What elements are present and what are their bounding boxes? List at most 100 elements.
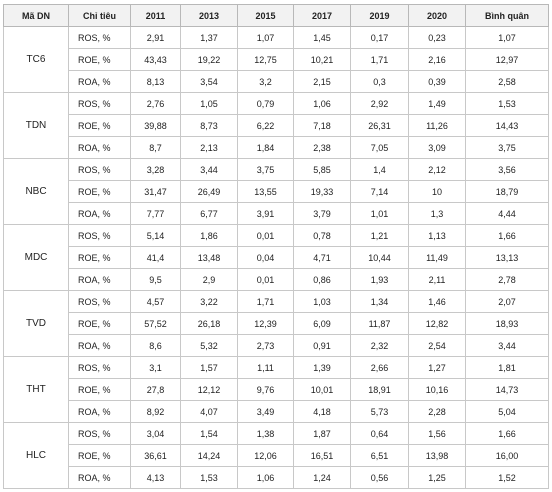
- company-cell: TC6: [3, 26, 69, 93]
- value-cell: 31,47: [130, 180, 181, 203]
- value-cell: 0,01: [237, 268, 294, 291]
- value-cell: 7,14: [350, 180, 409, 203]
- value-cell: 3,79: [293, 202, 351, 225]
- value-cell: 3,44: [465, 334, 549, 357]
- value-cell: 41,4: [130, 246, 181, 269]
- value-cell: 14,73: [465, 378, 549, 401]
- data-row: ROE, % 27,8 12,12 9,76 10,01 18,91 10,16 14,73: [4, 378, 549, 401]
- value-cell: 5,04: [465, 400, 549, 423]
- value-cell: 2,91: [130, 26, 181, 49]
- value-cell: 2,13: [180, 136, 238, 159]
- metric-cell: ROE, %: [68, 444, 131, 467]
- value-cell: 1,37: [180, 26, 238, 49]
- value-cell: 0,23: [408, 26, 466, 49]
- header-cell: 2020: [408, 4, 466, 27]
- value-cell: 3,28: [130, 158, 181, 181]
- value-cell: 1,54: [180, 422, 238, 445]
- header-cell: Mã DN: [3, 4, 69, 27]
- value-cell: 26,18: [180, 312, 238, 335]
- value-cell: 1,66: [465, 224, 549, 247]
- value-cell: 1,49: [408, 92, 466, 115]
- metric-cell: ROE, %: [68, 246, 131, 269]
- value-cell: 2,12: [408, 158, 466, 181]
- value-cell: 7,05: [350, 136, 409, 159]
- ratio-table: Mã DN Chỉ tiêu 2011 2013 2015 2017 2019 2020 Bìn…: [3, 4, 549, 489]
- data-row: THT ROS, % 3,1 1,57 1,11 1,39 2,66 1,27 1,81: [3, 356, 549, 423]
- value-cell: 1,07: [237, 26, 294, 49]
- value-cell: 12,75: [237, 48, 294, 71]
- value-cell: 1,21: [350, 224, 409, 247]
- value-cell: 1,01: [350, 202, 409, 225]
- value-cell: 26,49: [180, 180, 238, 203]
- value-cell: 0,86: [293, 268, 351, 291]
- value-cell: 2,92: [350, 92, 409, 115]
- value-cell: 7,77: [130, 202, 181, 225]
- value-cell: 14,43: [465, 114, 549, 137]
- value-cell: 10,21: [293, 48, 351, 71]
- value-cell: 1,27: [408, 356, 466, 379]
- value-cell: 1,71: [237, 290, 294, 313]
- data-row: ROE, % 43,43 19,22 12,75 10,21 1,71 2,16 12,97: [4, 48, 549, 71]
- value-cell: 1,46: [408, 290, 466, 313]
- value-cell: 10: [408, 180, 466, 203]
- value-cell: 2,07: [465, 290, 549, 313]
- value-cell: 8,13: [130, 70, 181, 93]
- metric-cell: ROA, %: [68, 136, 131, 159]
- value-cell: 3,1: [130, 356, 181, 379]
- value-cell: 2,28: [408, 400, 466, 423]
- data-row: ROA, % 8,92 4,07 3,49 4,18 5,73 2,28 5,04: [4, 400, 549, 423]
- data-row: TC6 ROS, % 2,91 1,37 1,07 1,45 0,17 0,23 1,07: [3, 26, 549, 93]
- value-cell: 7,18: [293, 114, 351, 137]
- data-row: ROA, % 8,13 3,54 3,2 2,15 0,3 0,39 2,58: [4, 70, 549, 93]
- data-row: ROE, % 31,47 26,49 13,55 19,33 7,14 10 18,79: [4, 180, 549, 203]
- metric-cell: ROS, %: [68, 158, 131, 181]
- value-cell: 4,57: [130, 290, 181, 313]
- header-cell: 2015: [237, 4, 294, 27]
- value-cell: 2,54: [408, 334, 466, 357]
- value-cell: 1,05: [180, 92, 238, 115]
- value-cell: 3,2: [237, 70, 294, 93]
- data-row: NBC ROS, % 3,28 3,44 3,75 5,85 1,4 2,12 3,56: [3, 158, 549, 225]
- company-cell: MDC: [3, 224, 69, 291]
- value-cell: 12,06: [237, 444, 294, 467]
- value-cell: 8,73: [180, 114, 238, 137]
- value-cell: 1,39: [293, 356, 351, 379]
- value-cell: 1,07: [465, 26, 549, 49]
- data-row: ROA, % 9,5 2,9 0,01 0,86 1,93 2,11 2,78: [4, 268, 549, 291]
- value-cell: 1,53: [465, 92, 549, 115]
- metric-cell: ROA, %: [68, 268, 131, 291]
- value-cell: 16,00: [465, 444, 549, 467]
- metric-cell: ROE, %: [68, 180, 131, 203]
- header-cell: Bình quân: [465, 4, 549, 27]
- value-cell: 57,52: [130, 312, 181, 335]
- value-cell: 4,44: [465, 202, 549, 225]
- value-cell: 1,24: [293, 466, 351, 489]
- value-cell: 14,24: [180, 444, 238, 467]
- value-cell: 1,84: [237, 136, 294, 159]
- value-cell: 1,4: [350, 158, 409, 181]
- value-cell: 3,75: [237, 158, 294, 181]
- value-cell: 18,91: [350, 378, 409, 401]
- data-row: TDN ROS, % 2,76 1,05 0,79 1,06 2,92 1,49 1,53: [3, 92, 549, 159]
- value-cell: 5,14: [130, 224, 181, 247]
- metric-cell: ROA, %: [68, 334, 131, 357]
- value-cell: 3,75: [465, 136, 549, 159]
- value-cell: 1,11: [237, 356, 294, 379]
- value-cell: 27,8: [130, 378, 181, 401]
- value-cell: 3,49: [237, 400, 294, 423]
- value-cell: 12,97: [465, 48, 549, 71]
- data-row: TVD ROS, % 4,57 3,22 1,71 1,03 1,34 1,46 2,07: [3, 290, 549, 357]
- value-cell: 12,12: [180, 378, 238, 401]
- value-cell: 2,58: [465, 70, 549, 93]
- value-cell: 36,61: [130, 444, 181, 467]
- metric-cell: ROS, %: [68, 290, 131, 313]
- data-row: ROE, % 57,52 26,18 12,39 6,09 11,87 12,82 18,93: [4, 312, 549, 335]
- value-cell: 8,92: [130, 400, 181, 423]
- value-cell: 11,87: [350, 312, 409, 335]
- data-row: ROE, % 36,61 14,24 12,06 16,51 6,51 13,98 16,00: [4, 444, 549, 467]
- value-cell: 2,32: [350, 334, 409, 357]
- value-cell: 1,34: [350, 290, 409, 313]
- value-cell: 6,22: [237, 114, 294, 137]
- value-cell: 1,81: [465, 356, 549, 379]
- value-cell: 2,11: [408, 268, 466, 291]
